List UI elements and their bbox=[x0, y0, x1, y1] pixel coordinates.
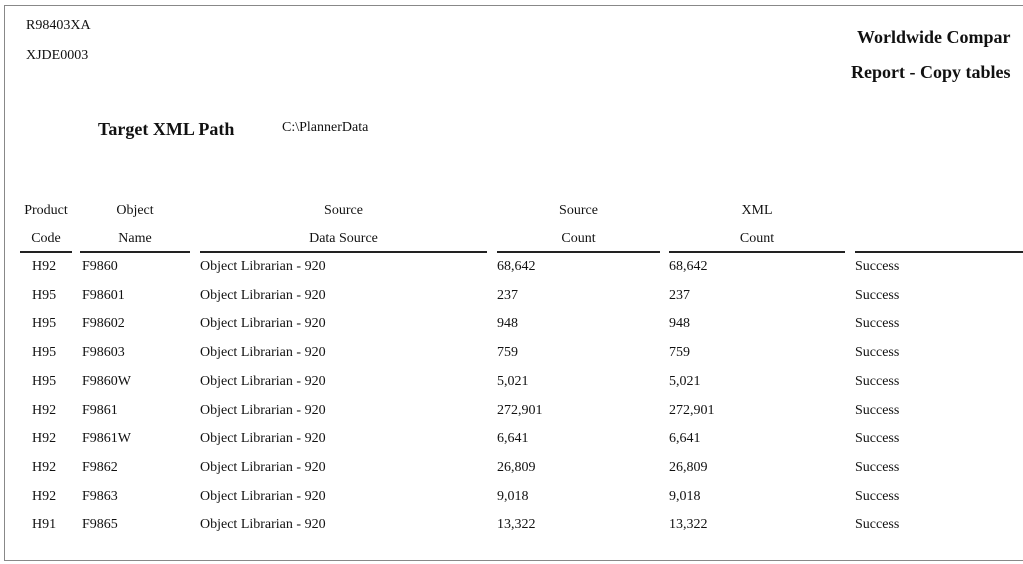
column-header-rule bbox=[20, 251, 72, 253]
data-source-cell: Object Librarian - 920 bbox=[200, 259, 326, 274]
object-name-cell: F9865 bbox=[82, 517, 118, 533]
data-source-cell: Object Librarian - 920 bbox=[200, 345, 326, 361]
column-header-line1: Product bbox=[24, 203, 68, 218]
product-code-cell: H95 bbox=[32, 373, 57, 389]
source-count-cell: 6,641 bbox=[497, 431, 529, 447]
status-cell: Success bbox=[855, 345, 900, 361]
source-count-cell: 9,018 bbox=[497, 488, 529, 504]
xml-count-cell: 9,018 bbox=[669, 488, 701, 504]
data-source-cell: Object Librarian - 920 bbox=[200, 459, 326, 475]
xml-count-cell: 759 bbox=[669, 345, 690, 361]
column-header-line1: Object bbox=[116, 203, 154, 218]
status-cell: Success bbox=[855, 431, 900, 447]
source-count-cell: 26,809 bbox=[497, 459, 536, 475]
product-code-cell: H95 bbox=[32, 316, 57, 332]
xml-count-cell: 68,642 bbox=[669, 259, 708, 274]
column-header-line2: Code bbox=[31, 231, 61, 246]
column-header-line2: Count bbox=[739, 231, 775, 246]
source-count-cell: 272,901 bbox=[497, 402, 543, 418]
source-count-cell: 237 bbox=[497, 287, 518, 303]
status-cell: Success bbox=[855, 259, 900, 274]
xml-count-cell: 26,809 bbox=[669, 459, 708, 475]
status-cell: Success bbox=[855, 459, 900, 475]
product-code-cell: H92 bbox=[32, 488, 57, 504]
column-header-line1: Source bbox=[324, 203, 363, 218]
company-name: Worldwide Compar bbox=[857, 27, 1011, 47]
object-name-cell: F9862 bbox=[82, 459, 118, 475]
object-name-cell: F9860 bbox=[82, 259, 118, 274]
xml-count-cell: 272,901 bbox=[669, 402, 715, 418]
data-source-cell: Object Librarian - 920 bbox=[200, 287, 326, 303]
product-code-cell: H95 bbox=[32, 287, 57, 303]
source-count-cell: 5,021 bbox=[497, 373, 529, 389]
object-name-cell: F98601 bbox=[82, 287, 125, 303]
column-header-rule bbox=[669, 251, 845, 253]
column-header-line1: XML bbox=[741, 203, 773, 218]
target-xml-path-label: Target XML Path bbox=[98, 119, 235, 139]
xml-count-cell: 6,641 bbox=[669, 431, 701, 447]
status-cell: Success bbox=[855, 287, 900, 303]
product-code-cell: H92 bbox=[32, 402, 57, 418]
column-header-rule bbox=[80, 251, 190, 253]
status-cell: Success bbox=[855, 517, 900, 533]
target-xml-path-value: C:\PlannerData bbox=[282, 120, 369, 135]
report-page-frame bbox=[4, 5, 1023, 561]
data-source-cell: Object Librarian - 920 bbox=[200, 373, 326, 389]
xml-count-cell: 5,021 bbox=[669, 373, 701, 389]
version-id: XJDE0003 bbox=[26, 48, 89, 63]
product-code-cell: H91 bbox=[32, 517, 57, 533]
data-source-cell: Object Librarian - 920 bbox=[200, 316, 326, 332]
product-code-cell: H92 bbox=[32, 459, 57, 475]
source-count-cell: 68,642 bbox=[497, 259, 536, 274]
data-source-cell: Object Librarian - 920 bbox=[200, 402, 326, 418]
xml-count-cell: 948 bbox=[669, 316, 690, 332]
program-id: R98403XA bbox=[26, 18, 91, 33]
object-name-cell: F9860W bbox=[82, 373, 131, 389]
column-header-line2: Data Source bbox=[309, 231, 378, 246]
source-count-cell: 13,322 bbox=[497, 517, 536, 533]
status-cell: Success bbox=[855, 316, 900, 332]
data-source-cell: Object Librarian - 920 bbox=[200, 488, 326, 504]
column-header-rule bbox=[497, 251, 660, 253]
object-name-cell: F9863 bbox=[82, 488, 118, 504]
column-header-rule bbox=[855, 251, 1023, 253]
object-name-cell: F9861 bbox=[82, 402, 118, 418]
status-cell: Success bbox=[855, 402, 900, 418]
column-header-line2: Name bbox=[118, 231, 152, 246]
data-source-cell: Object Librarian - 920 bbox=[200, 517, 326, 533]
column-header-line1: Source bbox=[559, 203, 598, 218]
object-name-cell: F98602 bbox=[82, 316, 125, 332]
xml-count-cell: 13,322 bbox=[669, 517, 708, 533]
report-title: Report - Copy tables bbox=[851, 62, 1011, 82]
xml-count-cell: 237 bbox=[669, 287, 690, 303]
status-cell: Success bbox=[855, 373, 900, 389]
data-source-cell: Object Librarian - 920 bbox=[200, 431, 326, 447]
product-code-cell: H92 bbox=[32, 431, 57, 447]
product-code-cell: H92 bbox=[32, 259, 57, 274]
column-header-line2: Count bbox=[561, 231, 596, 246]
source-count-cell: 948 bbox=[497, 316, 518, 332]
status-cell: Success bbox=[855, 488, 900, 504]
column-header-rule bbox=[200, 251, 487, 253]
product-code-cell: H95 bbox=[32, 345, 57, 361]
object-name-cell: F9861W bbox=[82, 431, 131, 447]
source-count-cell: 759 bbox=[497, 345, 518, 361]
object-name-cell: F98603 bbox=[82, 345, 125, 361]
